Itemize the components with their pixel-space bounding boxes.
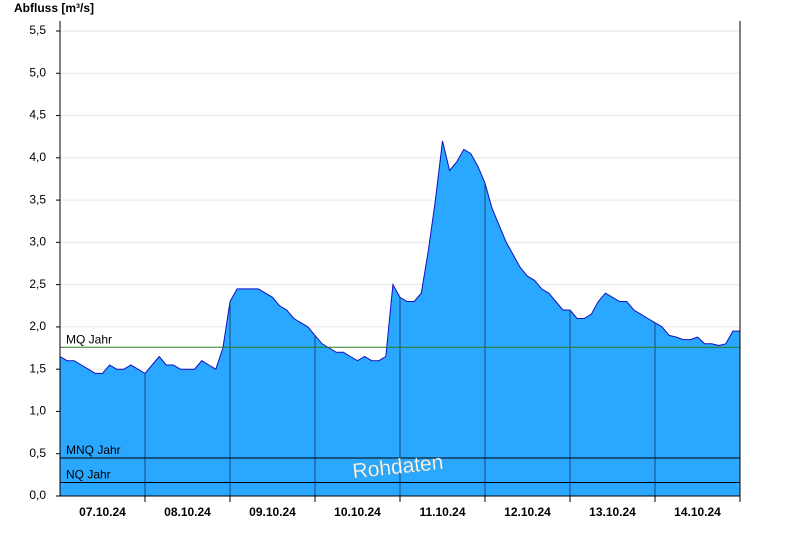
x-tick-label: 11.10.24: [419, 505, 465, 519]
x-tick-label: 14.10.24: [674, 505, 721, 519]
watermark: Rohdaten: [351, 451, 444, 483]
y-tick-label: 1,5: [29, 361, 46, 375]
x-tick-label: 07.10.24: [79, 505, 126, 519]
y-tick-label: 5,0: [29, 65, 46, 79]
reference-label: MNQ Jahr: [66, 443, 121, 457]
x-tick-label: 08.10.24: [164, 505, 211, 519]
y-tick-label: 0,0: [29, 488, 46, 502]
x-tick-label: 13.10.24: [589, 505, 636, 519]
y-tick-label: 0,5: [29, 446, 46, 460]
y-axis-title: Abfluss [m³/s]: [14, 1, 94, 15]
y-tick-label: 2,5: [29, 277, 46, 291]
x-tick-label: 10.10.24: [334, 505, 381, 519]
y-tick-label: 3,0: [29, 235, 46, 249]
x-tick-label: 12.10.24: [504, 505, 551, 519]
reference-label: MQ Jahr: [66, 332, 112, 346]
y-tick-label: 4,5: [29, 108, 46, 122]
y-tick-label: 2,0: [29, 319, 46, 333]
area-line: [59, 140, 740, 375]
y-tick-label: 1,0: [29, 404, 46, 418]
y-tick-label: 3,5: [29, 192, 46, 206]
y-tick-label: 4,0: [29, 150, 46, 164]
y-tick-label: 5,5: [29, 23, 46, 37]
reference-label: NQ Jahr: [66, 468, 111, 482]
x-tick-label: 09.10.24: [249, 505, 296, 519]
